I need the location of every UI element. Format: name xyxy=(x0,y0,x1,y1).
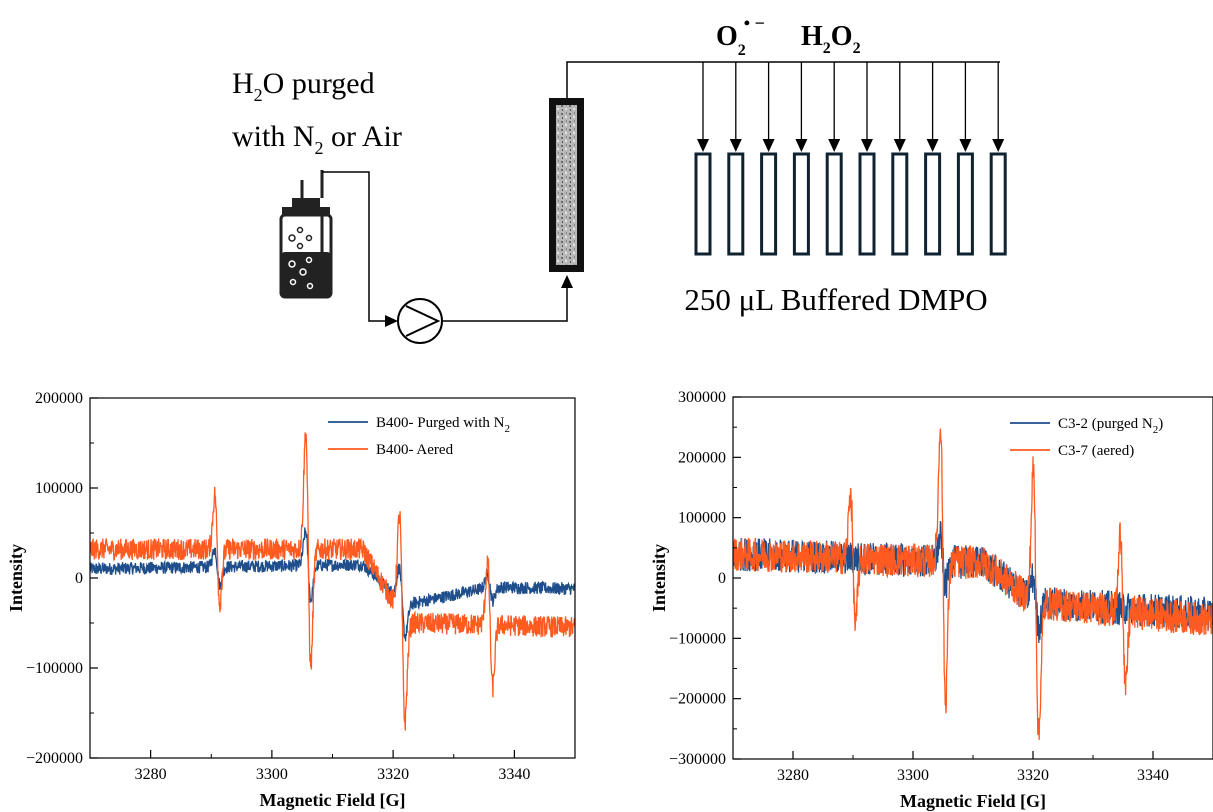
x-tick-label: 3320 xyxy=(377,766,409,783)
sample-tube xyxy=(727,152,745,256)
tubing-to-pump xyxy=(322,171,392,322)
plot-frame xyxy=(732,396,1213,760)
y-tick-label: 100000 xyxy=(678,510,726,527)
arrow-head-icon xyxy=(861,139,873,152)
arrow-head-icon xyxy=(729,139,742,152)
sample-tube xyxy=(956,152,974,256)
y-tick-label: −100000 xyxy=(669,630,726,647)
sample-tube xyxy=(924,152,942,256)
arrow-head-icon xyxy=(762,139,775,152)
legend-entry: B400- Purged with N2 xyxy=(376,415,510,435)
manifold-drops xyxy=(697,62,1005,152)
x-axis-label: Magnetic Field [G] xyxy=(260,790,406,810)
arrow-head-icon xyxy=(385,315,398,327)
y-tick-label: 100000 xyxy=(35,480,83,497)
series-line-1 xyxy=(90,527,575,642)
x-tick-label: 3340 xyxy=(1137,767,1169,784)
schematic-diagram: H2O purged with N2 or Air xyxy=(232,13,1007,344)
y-axis-label: Intensity xyxy=(649,544,669,612)
water-bottle-icon xyxy=(279,170,333,299)
arrow-head-icon xyxy=(959,139,972,152)
series-line-2 xyxy=(90,432,575,731)
legend-entry: B400- Aered xyxy=(376,442,454,458)
y-tick-label: −200000 xyxy=(26,750,83,767)
manifold-line xyxy=(566,61,1000,98)
x-tick-label: 3280 xyxy=(135,766,167,783)
plot-frame xyxy=(89,397,576,759)
y-tick-label: −100000 xyxy=(26,660,83,677)
y-tick-label: 0 xyxy=(75,570,83,587)
arrow-head-icon xyxy=(828,139,841,152)
y-tick-label: 200000 xyxy=(678,449,726,466)
x-tick-label: 3300 xyxy=(256,766,288,783)
x-tick-label: 3280 xyxy=(777,767,809,784)
source-label-line-1: H2O purged xyxy=(232,67,375,105)
source-label-line-2: with N2 or Air xyxy=(232,120,402,158)
legend-entry: C3-7 (aered) xyxy=(1058,443,1134,459)
species-superoxide-label: O2• − xyxy=(716,13,765,59)
y-tick-label: −200000 xyxy=(669,691,726,708)
epr-chart-b400: 3280 3300 3320 3340 −200000 −100000 0 100000 200… xyxy=(6,390,576,810)
sample-tube xyxy=(760,152,778,256)
sample-tube xyxy=(858,152,876,256)
arrow-head-icon xyxy=(561,275,573,288)
sample-tubes xyxy=(694,152,1007,256)
y-axis-label: Intensity xyxy=(6,544,26,612)
arrow-head-icon xyxy=(697,139,709,152)
pump-icon xyxy=(397,298,443,344)
x-tick-label: 3340 xyxy=(498,766,530,783)
x-tick-label: 3300 xyxy=(897,767,929,784)
arrow-head-icon xyxy=(795,139,808,152)
y-tick-label: 300000 xyxy=(678,389,726,406)
arrow-head-icon xyxy=(926,139,939,152)
arrow-head-icon xyxy=(992,139,1005,152)
x-axis-label: Magnetic Field [G] xyxy=(900,791,1046,811)
sample-tube xyxy=(989,152,1007,256)
sample-tube xyxy=(891,152,909,256)
packed-column-icon xyxy=(549,98,584,272)
sample-tube xyxy=(792,152,810,256)
y-tick-label: 0 xyxy=(718,570,726,587)
x-tick-label: 3320 xyxy=(1017,767,1049,784)
sample-tube xyxy=(825,152,843,256)
legend-entry: C3-2 (purged N2) xyxy=(1058,416,1163,436)
y-tick-label: −300000 xyxy=(669,751,726,768)
epr-chart-c3: 3280 3300 3320 3340 −300000 −200000 −100000 0 10… xyxy=(649,389,1213,811)
species-h2o2-label: H2O2 xyxy=(801,21,861,57)
y-tick-label: 200000 xyxy=(35,390,83,407)
sample-tube xyxy=(694,152,712,256)
arrow-head-icon xyxy=(893,139,906,152)
tubing-to-column xyxy=(442,285,568,322)
series-line-2 xyxy=(733,428,1213,740)
tube-volume-label: 250 μL Buffered DMPO xyxy=(684,282,987,317)
